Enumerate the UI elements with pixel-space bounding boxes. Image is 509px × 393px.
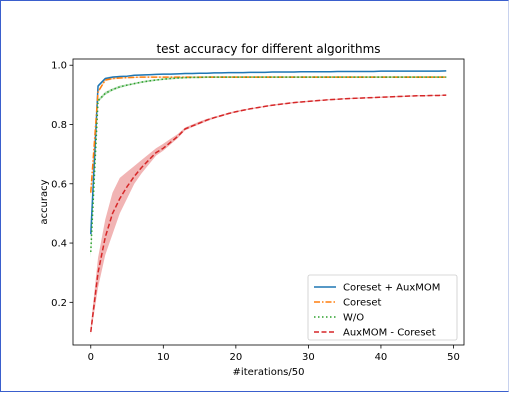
x-tick-label: 20 <box>229 352 242 363</box>
y-tick-label: 0.4 <box>51 239 67 250</box>
legend-box <box>307 274 458 341</box>
chart-title: test accuracy for different algorithms <box>156 42 380 56</box>
x-tick-label: 0 <box>88 352 94 363</box>
series-line-coreset <box>90 76 447 193</box>
legend-label-coreset: Coreset <box>343 298 382 309</box>
band-coreset-auxmom <box>90 70 447 241</box>
x-axis-ticks: 0 10 20 30 40 50 <box>88 345 460 363</box>
y-tick-label: 1.0 <box>51 61 67 72</box>
x-tick-label: 40 <box>375 352 388 363</box>
plot-area-border <box>72 58 465 346</box>
series-line-auxmom-coreset <box>90 94 447 333</box>
series-line-w-o <box>90 76 447 252</box>
x-tick-label: 50 <box>447 352 460 363</box>
y-axis-ticks: 0.2 0.4 0.6 0.8 1.0 <box>51 61 73 309</box>
legend-label-auxmom-coreset: AuxMOM - Coreset <box>343 328 436 339</box>
legend: Coreset + AuxMOM Coreset W/O AuxMOM - Cores… <box>307 274 458 341</box>
y-tick-label: 0.2 <box>51 298 67 309</box>
x-tick-label: 30 <box>302 352 315 363</box>
band-coreset <box>90 76 447 199</box>
legend-label-w-o: W/O <box>343 313 364 324</box>
y-tick-label: 0.6 <box>51 179 67 190</box>
y-axis-label: accuracy <box>39 179 50 224</box>
legend-entries: Coreset + AuxMOM Coreset W/O AuxMOM - Cores… <box>314 283 440 339</box>
x-axis-label: #iterations/50 <box>233 367 305 378</box>
legend-label-coreset-auxmom: Coreset + AuxMOM <box>343 283 440 294</box>
x-tick-label: 10 <box>157 352 170 363</box>
series-line-coreset-auxmom <box>90 70 447 235</box>
y-tick-label: 0.8 <box>51 120 67 131</box>
series-lines <box>90 70 447 333</box>
